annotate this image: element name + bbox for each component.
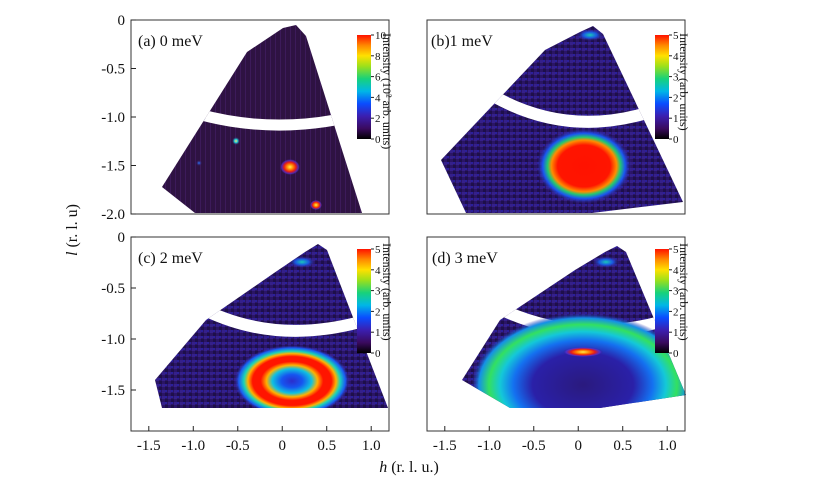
colorbar-tick-label: 5 <box>375 244 381 256</box>
colorbar-tick-label: 0 <box>375 134 381 146</box>
y-tick-label: -2.0 <box>101 207 125 223</box>
x-tick-label: -0.5 <box>522 438 546 454</box>
panel-a-colorbar: 10 8 6 4 2 0 Intensity (10² arb. units) <box>357 30 394 149</box>
y-tick-label: -1.0 <box>101 110 125 126</box>
panel-d-frame <box>426 236 686 432</box>
panel-d-edge-spot <box>592 256 620 268</box>
panel-b: (b)1 meV 5 4 3 2 1 0 Intensity (arb. units) <box>426 19 691 215</box>
colorbar-tick-label: 0 <box>673 348 679 360</box>
y-tick-label: -1.5 <box>101 383 125 399</box>
y-tick-label: 0 <box>118 13 126 29</box>
y-axis-label: l (r. l. u) <box>64 204 81 256</box>
panel-b-colorbar: 5 4 3 2 1 0 Intensity (arb. units) <box>655 30 691 146</box>
colorbar-tick-label: 2 <box>375 306 381 318</box>
panel-a: (a) 0 meV 10 8 6 4 2 0 Intensity (10² arb. un… <box>101 13 394 223</box>
panel-a-peak-main <box>280 159 300 175</box>
colorbar-tick-label: 1 <box>673 327 679 339</box>
panel-c-label: (c) 2 meV <box>138 250 203 267</box>
panel-d-colorbar: 5 4 3 2 1 0 Intensity (arb. units) <box>655 243 691 360</box>
colorbar-tick-label: 4 <box>673 265 679 277</box>
panel-a-spot-4 <box>232 137 240 145</box>
panel-d-spot <box>563 347 603 357</box>
colorbar-tick-label: 3 <box>673 72 679 84</box>
x-tick-label: 0.5 <box>613 438 632 454</box>
y-axis-label-rest: (r. l. u) <box>64 204 81 252</box>
x-tick-label: 0.5 <box>317 438 336 454</box>
colorbar-tick-label: 2 <box>673 306 679 318</box>
colorbar-tick-label: 2 <box>673 92 679 104</box>
colorbar-tick-label: 6 <box>375 72 381 84</box>
colorbar-tick-label: 4 <box>375 92 381 104</box>
panel-c-y-ticks: 0 -0.5 -1.0 -1.5 <box>101 230 136 399</box>
colorbar-tick-label: 2 <box>375 113 381 125</box>
x-tick-label: 0 <box>574 438 582 454</box>
panel-c-colorbar-ticks: 5 4 3 2 1 0 <box>371 244 381 360</box>
panel-c-colorbar: 5 4 3 2 1 0 Intensity (arb. units) <box>357 243 394 360</box>
panel-c-colorbar-label: Intensity (arb. units) <box>380 243 394 341</box>
colorbar-tick-label: 4 <box>673 51 679 63</box>
colorbar-tick-label: 1 <box>375 327 381 339</box>
x-tick-label: -1.5 <box>137 438 161 454</box>
panel-b-colorbar-ticks: 5 4 3 2 1 0 <box>669 30 679 146</box>
y-tick-label: -1.0 <box>101 332 125 348</box>
panel-a-spot-6 <box>196 160 202 166</box>
panel-a-peak-3 <box>196 112 206 122</box>
panel-c-edge-spot <box>288 256 316 268</box>
panel-d-x-ticks: -1.5 -1.0 -0.5 0 0.5 1.0 <box>433 426 677 454</box>
panel-a-peak-2 <box>310 200 322 210</box>
x-axis-label-rest: (r. l. u.) <box>387 459 439 476</box>
colorbar-tick-label: 3 <box>375 286 381 298</box>
x-tick-label: 0 <box>278 438 286 454</box>
x-tick-label: -1.0 <box>181 438 205 454</box>
colorbar-tick-label: 4 <box>375 265 381 277</box>
colorbar-tick-label: 5 <box>673 244 679 256</box>
panel-d-label: (d) 3 meV <box>432 250 498 267</box>
x-axis-label-italic: h <box>379 459 387 476</box>
panel-b-label: (b)1 meV <box>431 33 493 50</box>
colorbar-tick-label: 0 <box>375 348 381 360</box>
panel-d-broad-ring <box>471 313 686 408</box>
colorbar-tick-label: 0 <box>673 134 679 146</box>
panel-c-ring <box>234 345 350 408</box>
panel-b-frame <box>426 19 686 215</box>
y-tick-label: -0.5 <box>101 281 125 297</box>
panel-c-frame <box>130 236 390 432</box>
colorbar-tick-label: 8 <box>375 51 381 63</box>
x-axis-label: h (r. l. u.) <box>379 459 439 476</box>
colorbar-tick-label: 1 <box>673 113 679 125</box>
panel-b-edge-spot <box>576 29 604 41</box>
x-tick-label: -1.0 <box>477 438 501 454</box>
x-tick-label: -0.5 <box>226 438 250 454</box>
y-tick-label: 0 <box>118 230 126 246</box>
panel-c-x-ticks: -1.5 -1.0 -0.5 0 0.5 1.0 <box>137 426 381 454</box>
panel-a-sector <box>162 25 362 213</box>
panel-d-colorbar-label: Intensity (arb. units) <box>677 243 691 341</box>
panel-a-label: (a) 0 meV <box>138 33 203 50</box>
y-tick-label: -1.5 <box>101 159 125 175</box>
y-tick-label: -0.5 <box>101 62 125 78</box>
panel-a-colorbar-ticks: 10 8 6 4 2 0 <box>371 30 387 146</box>
colorbar-tick-label: 3 <box>673 286 679 298</box>
y-axis-label-italic: l <box>64 251 81 256</box>
x-tick-label: -1.5 <box>433 438 457 454</box>
panel-b-colorbar-label: Intensity (arb. units) <box>677 33 691 131</box>
colorbar-tick-label: 10 <box>375 30 387 42</box>
panel-a-y-ticks: 0 -0.5 -1.0 -1.5 -2.0 <box>101 13 136 223</box>
panel-a-colorbar-label: Intensity (10² arb. units) <box>380 33 394 149</box>
x-tick-label: 1.0 <box>362 438 381 454</box>
x-tick-label: 1.0 <box>658 438 677 454</box>
panel-b-gap <box>476 82 652 128</box>
colorbar-tick-label: 5 <box>673 30 679 42</box>
panel-b-filled-spot <box>536 128 632 204</box>
panel-d-colorbar-ticks: 5 4 3 2 1 0 <box>669 244 679 360</box>
panel-a-spot-5 <box>169 105 175 111</box>
